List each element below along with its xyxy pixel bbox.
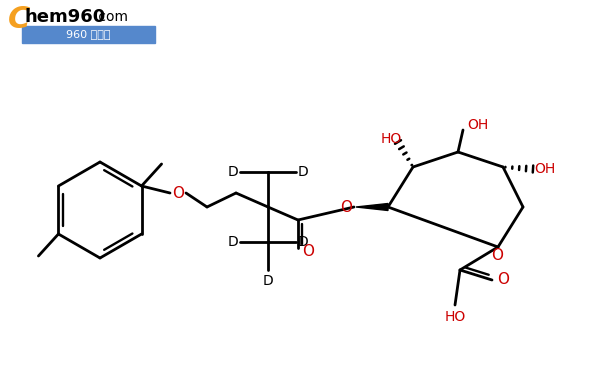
Text: D: D: [227, 165, 238, 179]
Text: O: O: [497, 273, 509, 288]
Text: O: O: [172, 186, 184, 201]
Text: OH: OH: [468, 118, 489, 132]
Text: C: C: [8, 6, 30, 34]
Text: .com: .com: [94, 10, 128, 24]
Text: O: O: [491, 249, 503, 264]
Text: O: O: [302, 243, 314, 258]
Text: HO: HO: [445, 310, 466, 324]
Text: D: D: [298, 165, 309, 179]
Text: 960 化工网: 960 化工网: [66, 29, 110, 39]
Bar: [22, 26, 155, 43]
Text: OH: OH: [534, 162, 555, 176]
Text: D: D: [227, 235, 238, 249]
Text: D: D: [263, 274, 273, 288]
Text: HO: HO: [381, 132, 402, 146]
Text: hem960: hem960: [24, 8, 105, 26]
Text: D: D: [298, 235, 309, 249]
Polygon shape: [356, 204, 388, 210]
Text: O: O: [340, 200, 352, 214]
